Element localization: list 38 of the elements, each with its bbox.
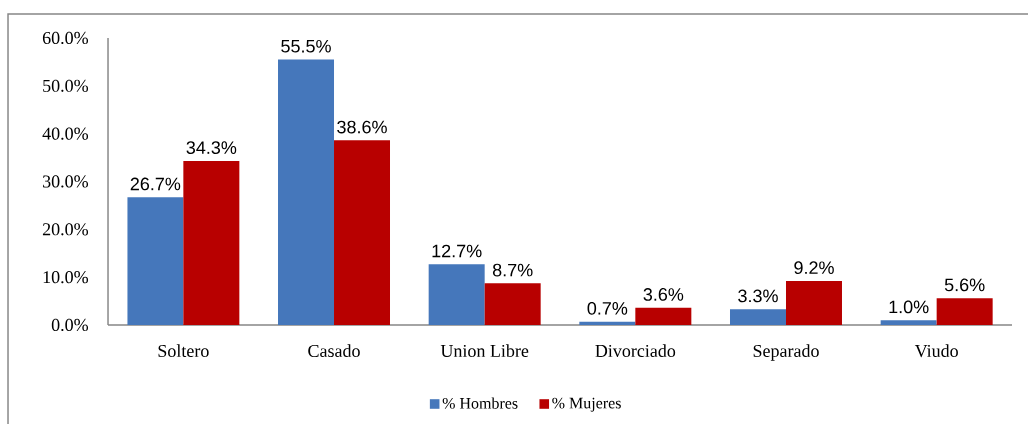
x-tick-label: Divorciado [595,344,676,358]
x-tick-label: Viudo [914,344,958,358]
legend-label: % Hombres [442,397,518,409]
data-label: 55.5% [281,39,331,53]
y-tick-label: 30.0% [43,175,89,188]
y-tick-label: 20.0% [42,223,89,236]
y-tick-label: 60.0% [42,31,89,45]
data-label: 26.7% [130,177,181,191]
y-tick-label: 0.0% [51,318,89,332]
bar [334,140,391,325]
x-tick-label: Separado [753,344,819,361]
y-tick-label: 50.0% [43,79,89,92]
bar [936,298,993,325]
x-tick-label: Union Libre [440,344,529,358]
data-label: 3.3% [738,289,778,303]
bar [127,197,184,325]
legend-label: % Mujeres [552,397,621,412]
bar [880,320,937,325]
y-tick-label: 10.0% [43,271,89,284]
y-tick-label: 40.0% [42,127,89,140]
bar [786,280,842,325]
data-label: 34.3% [186,141,237,154]
data-label: 3.6% [643,288,684,301]
bar [484,283,541,325]
data-label: 8.7% [492,263,533,277]
x-tick-label: Casado [308,344,360,358]
bar [183,160,240,325]
data-label: 38.6% [337,120,387,134]
bar [730,309,786,325]
data-label: 9.2% [794,261,834,275]
data-label: 12.7% [432,244,482,258]
data-label: 0.7% [587,301,628,315]
data-label: 1.0% [889,300,929,314]
bar [278,59,335,325]
x-tick-label: Soltero [158,344,209,358]
bar [635,307,692,325]
bar [428,264,485,325]
data-label: 5.6% [944,278,985,292]
